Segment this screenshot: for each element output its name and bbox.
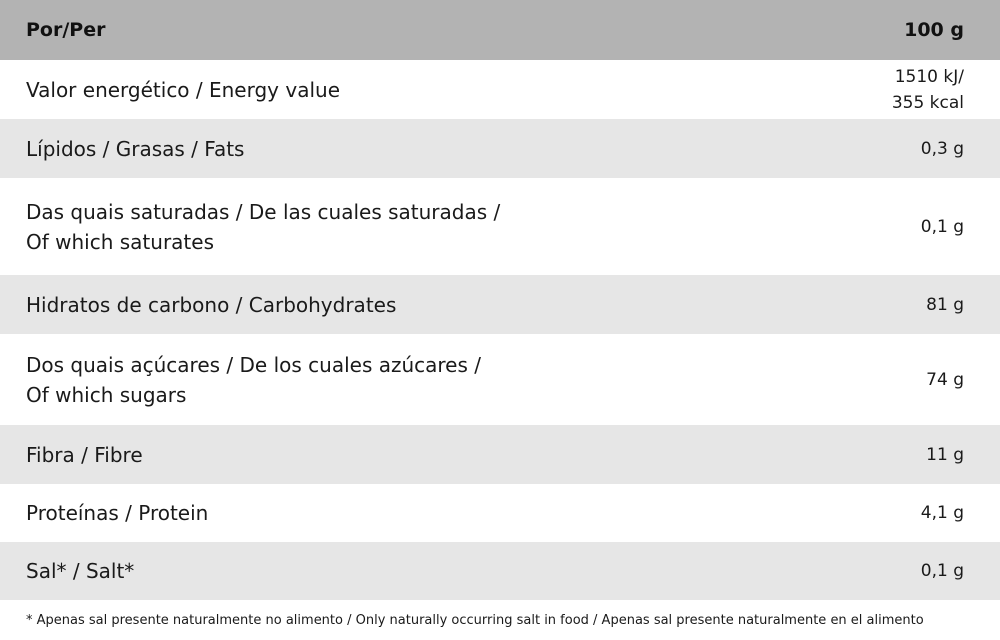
row-value: 11 g [926, 444, 964, 465]
row-label: Sal* / Salt* [26, 559, 135, 583]
header-label: Por/Per [26, 19, 106, 41]
row-label: Valor energético / Energy value [26, 77, 341, 102]
header-value: 100 g [904, 19, 964, 41]
table-row: Fibra / Fibre 11 g [0, 425, 1000, 484]
row-value: 0,3 g [920, 138, 964, 159]
table-row: Valor energético / Energy value 1510 kJ/… [0, 60, 1000, 119]
table-header: Por/Per 100 g [0, 0, 1000, 60]
table-row: Proteínas / Protein 4,1 g [0, 484, 1000, 542]
table-row: Lípidos / Grasas / Fats 0,3 g [0, 119, 1000, 178]
row-value: 0,1 g [920, 561, 964, 581]
table-row: Hidratos de carbono / Carbohydrates 81 g [0, 275, 1000, 334]
row-label: Fibra / Fibre [26, 442, 143, 467]
table-row: Sal* / Salt* 0,1 g [0, 542, 1000, 600]
table-row: Dos quais açúcares / De los cuales azúca… [0, 334, 1000, 425]
table-row: Das quais saturadas / De las cuales satu… [0, 178, 1000, 275]
row-label: Hidratos de carbono / Carbohydrates [26, 292, 397, 317]
row-label: Lípidos / Grasas / Fats [26, 136, 245, 161]
row-value: 81 g [926, 294, 964, 315]
footnote: * Apenas sal presente naturalmente no al… [26, 612, 924, 628]
row-label: Dos quais açúcares / De los cuales azúca… [26, 352, 481, 407]
row-value: 1510 kJ/ 355 kcal [891, 66, 964, 113]
row-label: Das quais saturadas / De las cuales satu… [26, 199, 501, 254]
row-value: 0,1 g [920, 216, 964, 237]
row-value: 4,1 g [920, 503, 964, 523]
row-label: Proteínas / Protein [26, 501, 209, 525]
row-value: 74 g [926, 369, 964, 390]
